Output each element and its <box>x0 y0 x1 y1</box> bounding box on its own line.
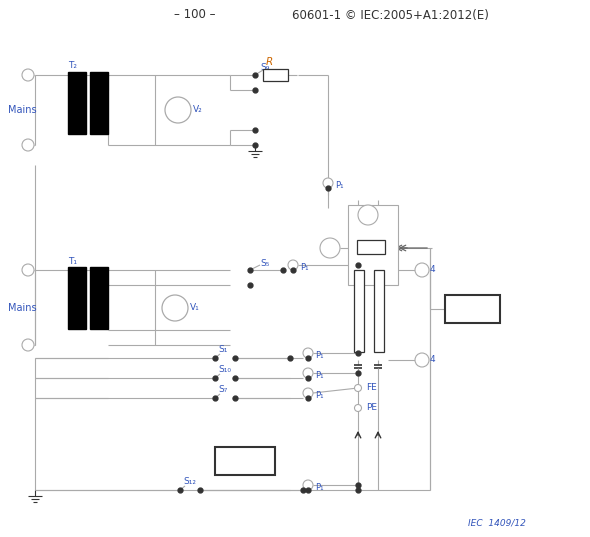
Circle shape <box>22 339 34 351</box>
Text: MD: MD <box>234 454 255 468</box>
Bar <box>90 72 108 134</box>
Text: Mains: Mains <box>8 105 37 115</box>
Text: P₁: P₁ <box>300 263 309 272</box>
Text: T₁: T₁ <box>68 258 77 266</box>
Text: V₁: V₁ <box>190 303 200 313</box>
Text: V: V <box>172 303 179 313</box>
Text: S₁: S₁ <box>218 345 227 354</box>
Bar <box>90 267 108 329</box>
Circle shape <box>165 97 191 123</box>
Text: Mains: Mains <box>8 303 37 313</box>
Text: IEC  1409/12: IEC 1409/12 <box>468 519 526 527</box>
Text: T₂: T₂ <box>68 61 77 69</box>
Circle shape <box>22 69 34 81</box>
Text: P₁: P₁ <box>315 483 323 491</box>
Text: S₅: S₅ <box>260 258 270 267</box>
Text: PE: PE <box>366 403 377 412</box>
Text: P₁: P₁ <box>315 371 323 380</box>
Bar <box>215 447 275 475</box>
Text: S₁₂: S₁₂ <box>183 477 196 487</box>
Circle shape <box>22 139 34 151</box>
Circle shape <box>303 388 313 398</box>
Circle shape <box>355 404 362 411</box>
Circle shape <box>22 264 34 276</box>
Circle shape <box>358 205 378 225</box>
Circle shape <box>162 295 188 321</box>
Text: FE: FE <box>366 383 377 393</box>
Bar <box>348 205 398 285</box>
Text: 60601-1 © IEC:2005+A1:2012(E): 60601-1 © IEC:2005+A1:2012(E) <box>291 9 489 21</box>
Bar <box>263 69 288 81</box>
Text: – 100 –: – 100 – <box>174 9 216 21</box>
Text: S₁₀: S₁₀ <box>218 366 231 374</box>
Circle shape <box>303 480 313 490</box>
Bar <box>374 270 384 352</box>
Bar <box>354 270 364 352</box>
Circle shape <box>303 368 313 378</box>
Text: V: V <box>175 105 182 115</box>
Circle shape <box>355 384 362 391</box>
Text: 3: 3 <box>365 211 371 220</box>
Text: 4: 4 <box>430 355 435 365</box>
Bar <box>68 72 86 134</box>
Text: R: R <box>266 57 273 67</box>
Bar <box>357 240 385 254</box>
Text: V₂: V₂ <box>193 105 203 114</box>
Text: P₁: P₁ <box>315 351 323 359</box>
Bar <box>445 295 500 323</box>
Text: 1: 1 <box>327 243 333 252</box>
Text: S₇: S₇ <box>218 386 227 395</box>
Text: P₁: P₁ <box>315 390 323 400</box>
Text: P₁: P₁ <box>335 180 343 190</box>
Circle shape <box>415 353 429 367</box>
Circle shape <box>303 348 313 358</box>
Bar <box>68 267 86 329</box>
Circle shape <box>323 178 333 188</box>
Circle shape <box>320 238 340 258</box>
Circle shape <box>288 260 298 270</box>
Text: S₉: S₉ <box>260 63 270 72</box>
Text: MD: MD <box>462 302 484 316</box>
Text: 4: 4 <box>430 265 435 274</box>
Circle shape <box>415 263 429 277</box>
